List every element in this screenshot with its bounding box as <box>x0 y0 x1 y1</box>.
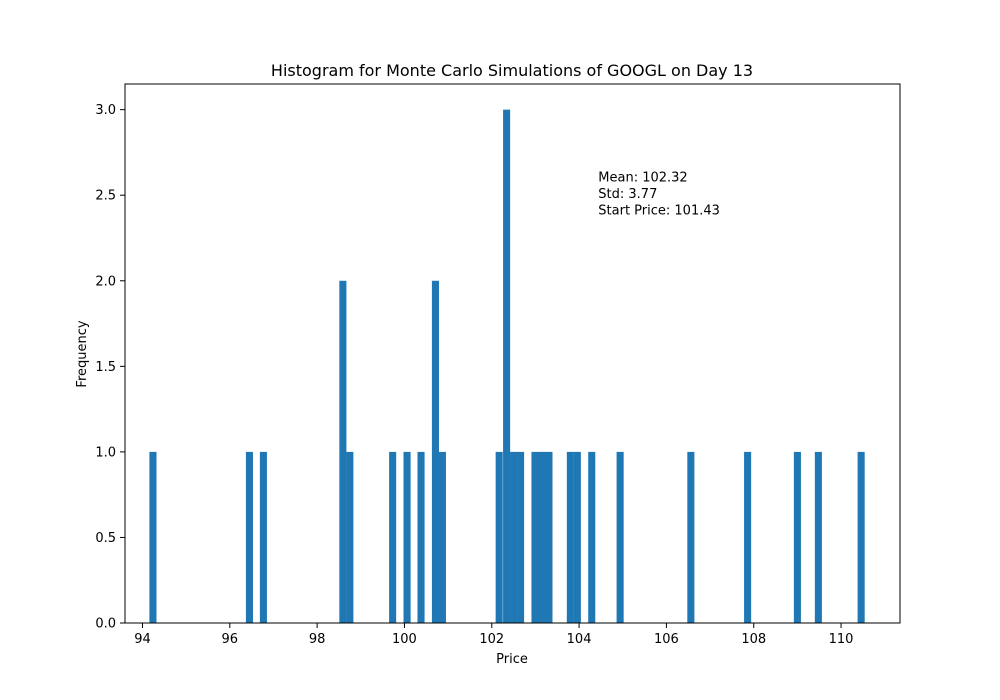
x-tick-label: 106 <box>654 632 679 647</box>
y-tick-label: 1.5 <box>95 360 116 375</box>
histogram-bar <box>857 451 865 623</box>
histogram-bar <box>389 451 397 623</box>
histogram-bar <box>616 451 624 623</box>
x-axis-label: Price <box>496 652 528 667</box>
y-tick-label: 0.0 <box>95 617 116 632</box>
histogram-bar <box>259 451 267 623</box>
histogram-bar <box>588 451 596 623</box>
histogram-bar <box>438 451 446 623</box>
histogram-bar <box>417 451 425 623</box>
x-tick-label: 98 <box>309 632 326 647</box>
x-tick-label: 110 <box>829 632 854 647</box>
histogram-bar <box>545 451 553 623</box>
y-axis-label: Frequency <box>75 320 90 387</box>
x-tick-label: 108 <box>741 632 766 647</box>
y-tick-label: 1.0 <box>95 445 116 460</box>
histogram-bar <box>495 451 503 623</box>
plot-frame <box>124 83 901 624</box>
histogram-bar <box>573 451 581 623</box>
histogram-bar <box>245 451 253 623</box>
y-tick-label: 0.5 <box>95 531 116 546</box>
histogram-bar <box>517 451 525 623</box>
chart-title: Histogram for Monte Carlo Simulations of… <box>271 61 753 80</box>
histogram-bar <box>531 451 539 623</box>
annotation-line: Std: 3.77 <box>598 187 657 202</box>
histogram-bar <box>814 451 822 623</box>
bars-group <box>149 109 865 624</box>
x-axis-ticks: 94 96 98 100 102 104 106 108 110 <box>134 623 853 647</box>
x-tick-label: 96 <box>222 632 239 647</box>
histogram-bar <box>346 451 354 623</box>
histogram-bar <box>744 451 752 623</box>
histogram-bar <box>793 451 801 623</box>
histogram-bar <box>566 451 574 623</box>
annotation-line: Mean: 102.32 <box>598 171 687 186</box>
y-tick-label: 3.0 <box>95 103 116 118</box>
annotation-line: Start Price: 101.43 <box>598 204 720 219</box>
histogram-bar <box>431 280 439 623</box>
y-tick-label: 2.0 <box>95 274 116 289</box>
histogram-bar <box>149 451 157 623</box>
x-tick-label: 94 <box>134 632 151 647</box>
histogram-bar <box>503 109 511 624</box>
histogram-bar <box>403 451 411 623</box>
x-tick-label: 102 <box>479 632 504 647</box>
histogram-bar <box>538 451 546 623</box>
histogram-bar <box>510 451 518 623</box>
x-tick-label: 100 <box>392 632 417 647</box>
y-axis-ticks: 0.0 0.5 1.0 1.5 2.0 2.5 3.0 <box>95 103 125 632</box>
histogram-bar <box>687 451 695 623</box>
x-tick-label: 104 <box>567 632 592 647</box>
y-tick-label: 2.5 <box>95 189 116 204</box>
histogram-bar <box>339 280 347 623</box>
